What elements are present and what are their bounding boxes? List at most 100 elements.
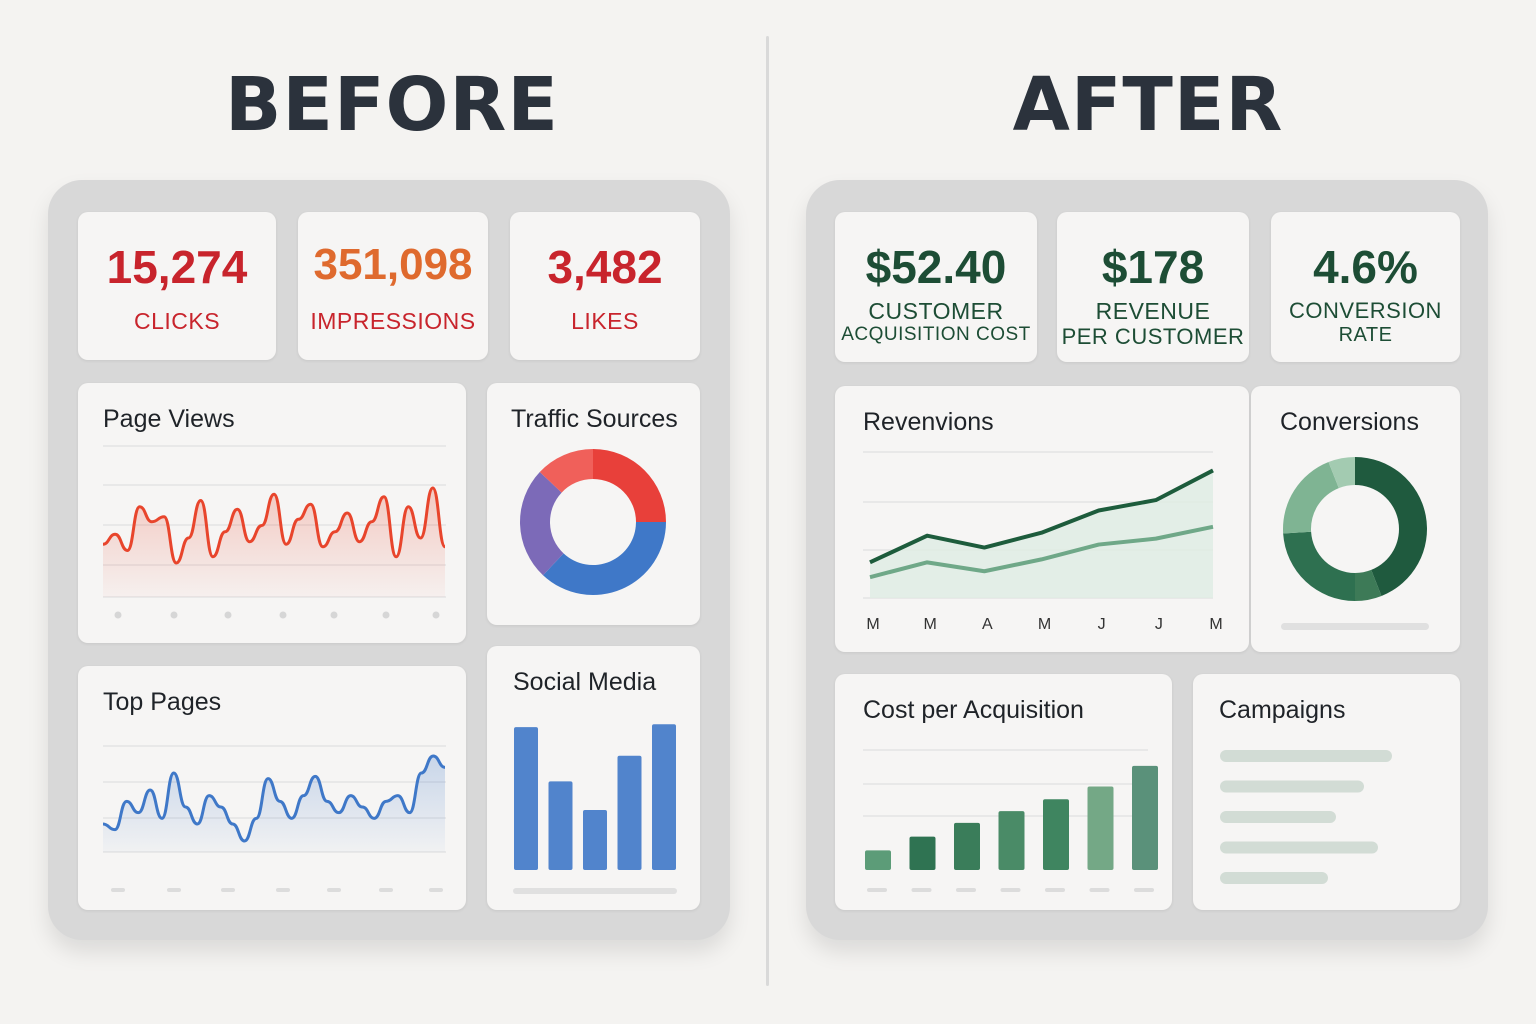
conversions-slice-2: [1283, 531, 1355, 601]
campaigns-title: Campaigns: [1219, 696, 1346, 724]
conversions-slice-0: [1355, 457, 1427, 596]
traffic-sources-slice-0: [593, 449, 666, 522]
revenue-value: $178: [1101, 241, 1205, 293]
social-media-bar-0: [514, 727, 538, 870]
page-views-area: [103, 488, 445, 597]
conversion-value: 4.6%: [1313, 241, 1418, 293]
cac-label-line2: ACQUISITION COST: [841, 324, 1031, 345]
revenue-label-line2: PER CUSTOMER: [1061, 324, 1245, 349]
cpa-tick-5: [1089, 888, 1110, 892]
conversions-card: Conversions: [1251, 386, 1460, 652]
cpa-tick-1: [911, 888, 932, 892]
page-views-tick-5: [382, 611, 390, 619]
cpa-bar-0: [865, 850, 891, 870]
likes-stat-card: 3,482 LIKES: [510, 212, 700, 360]
page-views-line: [102, 486, 447, 565]
top-pages-tick-2: [221, 888, 235, 892]
impressions-value: 351,098: [313, 240, 473, 289]
traffic-sources-chart: [520, 449, 666, 595]
revenvions-x-label-4: J: [1098, 616, 1106, 633]
top-pages-tick-5: [379, 888, 393, 892]
top-pages-tick-6: [429, 888, 443, 892]
revenue-label-line1: REVENUE: [1095, 298, 1211, 324]
cpa-title: Cost per Acquisition: [863, 696, 1084, 724]
clicks-value: 15,274: [106, 241, 248, 293]
revenvions-x-label-3: M: [1038, 616, 1051, 633]
conversions-legend-bar: [1281, 623, 1429, 630]
top-pages-title: Top Pages: [103, 688, 222, 716]
revenue-stat-card: $178 REVENUE PER CUSTOMER: [1057, 212, 1249, 362]
impressions-stat-card: 351,098 IMPRESSIONS: [298, 212, 488, 360]
traffic-sources-card: Traffic Sources: [487, 383, 700, 625]
conversions-slice-4: [1328, 457, 1355, 489]
cac-value: $52.40: [865, 241, 1007, 293]
conversions-chart: [1281, 457, 1429, 630]
campaigns-list: [1220, 750, 1392, 884]
page-views-tick-4: [330, 611, 338, 619]
revenvions-series-1: [869, 524, 1214, 580]
cpa-bar-4: [1043, 799, 1069, 870]
top-pages-chart: [102, 745, 446, 892]
cpa-tick-2: [956, 888, 976, 892]
social-media-card: Social Media: [487, 646, 700, 910]
social-media-chart: [513, 724, 677, 894]
conversions-slice-1: [1355, 569, 1382, 601]
cpa-bar-3: [998, 811, 1025, 870]
campaign-row-2: [1220, 811, 1336, 823]
cpa-tick-0: [867, 888, 887, 892]
campaign-row-4: [1220, 872, 1328, 884]
campaign-row-1: [1220, 780, 1364, 793]
cpa-bar-5: [1087, 786, 1114, 870]
top-pages-tick-4: [327, 888, 341, 892]
top-pages-tick-1: [167, 888, 181, 892]
social-media-legend-bar: [513, 888, 677, 894]
likes-value: 3,482: [547, 241, 663, 293]
before-dashboard: 15,274 CLICKS 351,098 IMPRESSIONS 3,482 …: [48, 180, 730, 940]
clicks-stat-card: 15,274 CLICKS: [78, 212, 276, 360]
after-dashboard: $52.40 CUSTOMER ACQUISITION COST $178 RE…: [806, 180, 1488, 940]
social-media-bar-4: [652, 724, 676, 870]
campaigns-card: Campaigns: [1193, 674, 1460, 910]
social-media-title: Social Media: [513, 668, 657, 696]
cpa-bar-6: [1132, 765, 1158, 870]
campaign-row-0: [1220, 750, 1392, 762]
conversion-label-line1: CONVERSION: [1289, 298, 1442, 323]
cpa-bar-2: [954, 822, 980, 870]
top-pages-card: Top Pages: [78, 666, 466, 910]
center-divider: [766, 36, 769, 986]
conversions-title: Conversions: [1280, 408, 1419, 436]
cac-label-line1: CUSTOMER: [868, 298, 1004, 324]
before-heading: BEFORE: [225, 62, 559, 148]
page-views-tick-6: [432, 611, 440, 619]
conversions-slice-3: [1283, 462, 1339, 534]
revenvions-series-0: [869, 468, 1214, 565]
page-views-tick-3: [279, 611, 287, 619]
page-views-chart: [102, 445, 447, 619]
revenvions-x-label-2: A: [982, 616, 993, 633]
conversion-label-line2: RATE: [1338, 324, 1393, 346]
page-views-tick-0: [114, 611, 122, 619]
revenvions-title: Revenvions: [863, 408, 994, 436]
revenvions-x-label-0: M: [866, 616, 879, 633]
revenvions-x-label-6: M: [1209, 616, 1222, 633]
clicks-label: CLICKS: [133, 308, 221, 334]
page-views-card: Page Views: [78, 383, 466, 643]
top-pages-line: [102, 754, 446, 843]
top-pages-tick-3: [276, 888, 290, 892]
revenvions-x-label-5: J: [1155, 616, 1163, 633]
page-views-title: Page Views: [103, 405, 235, 433]
page-views-tick-1: [170, 611, 178, 619]
campaign-row-3: [1220, 841, 1378, 854]
cpa-tick-4: [1045, 888, 1065, 892]
top-pages-area: [103, 756, 445, 852]
cpa-card: Cost per Acquisition: [835, 674, 1172, 910]
traffic-sources-slice-2: [520, 472, 564, 576]
cac-stat-card: $52.40 CUSTOMER ACQUISITION COST: [835, 212, 1037, 362]
traffic-sources-title: Traffic Sources: [511, 405, 678, 433]
social-media-bar-3: [617, 755, 642, 870]
revenvions-card: Revenvions M M A M J J M: [835, 386, 1249, 652]
cpa-tick-3: [1000, 888, 1021, 892]
impressions-label: IMPRESSIONS: [310, 308, 476, 334]
top-pages-tick-0: [111, 888, 125, 892]
social-media-bar-2: [583, 810, 607, 870]
